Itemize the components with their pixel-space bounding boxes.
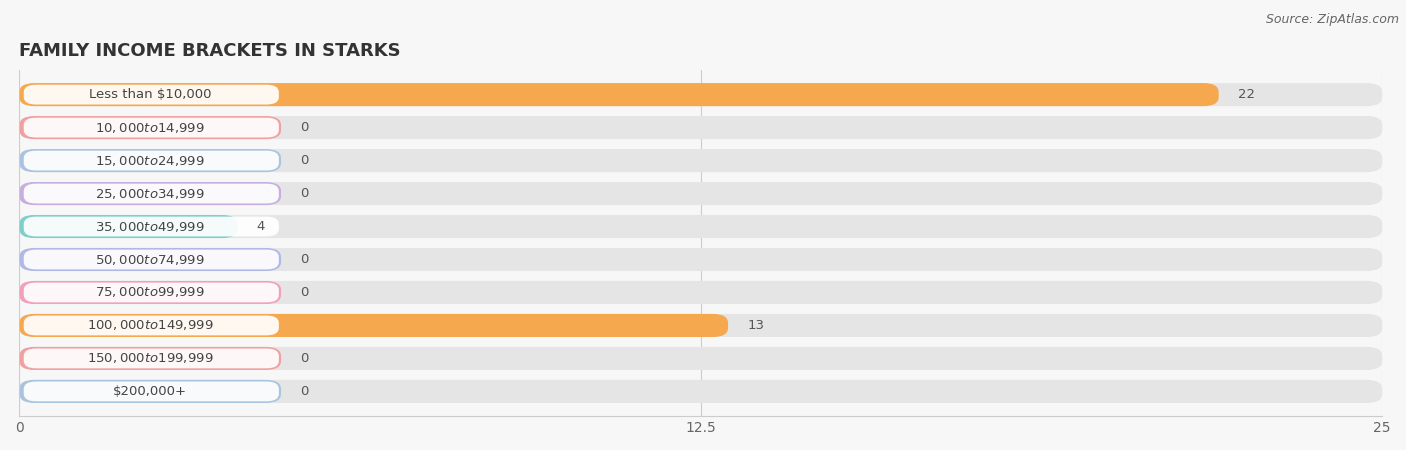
FancyBboxPatch shape <box>20 215 1382 238</box>
Text: $150,000 to $199,999: $150,000 to $199,999 <box>87 351 214 365</box>
Text: 4: 4 <box>256 220 264 233</box>
FancyBboxPatch shape <box>20 83 1219 106</box>
FancyBboxPatch shape <box>24 184 278 203</box>
FancyBboxPatch shape <box>20 281 1382 304</box>
Text: $10,000 to $14,999: $10,000 to $14,999 <box>96 121 205 135</box>
FancyBboxPatch shape <box>24 315 278 335</box>
Text: 0: 0 <box>299 352 308 365</box>
FancyBboxPatch shape <box>20 182 1382 205</box>
FancyBboxPatch shape <box>20 380 281 403</box>
Text: $200,000+: $200,000+ <box>114 385 187 398</box>
Text: FAMILY INCOME BRACKETS IN STARKS: FAMILY INCOME BRACKETS IN STARKS <box>20 42 401 60</box>
Text: 0: 0 <box>299 286 308 299</box>
FancyBboxPatch shape <box>24 382 278 401</box>
Text: 13: 13 <box>747 319 763 332</box>
Text: 0: 0 <box>299 154 308 167</box>
FancyBboxPatch shape <box>24 216 278 236</box>
Text: $75,000 to $99,999: $75,000 to $99,999 <box>96 285 205 300</box>
Text: $50,000 to $74,999: $50,000 to $74,999 <box>96 252 205 266</box>
Text: 0: 0 <box>299 121 308 134</box>
Text: 0: 0 <box>299 385 308 398</box>
FancyBboxPatch shape <box>20 347 1382 370</box>
Text: 22: 22 <box>1237 88 1254 101</box>
FancyBboxPatch shape <box>20 149 1382 172</box>
Text: Less than $10,000: Less than $10,000 <box>89 88 211 101</box>
FancyBboxPatch shape <box>24 349 278 368</box>
FancyBboxPatch shape <box>20 182 281 205</box>
Text: $25,000 to $34,999: $25,000 to $34,999 <box>96 187 205 201</box>
FancyBboxPatch shape <box>24 283 278 302</box>
FancyBboxPatch shape <box>24 151 278 171</box>
Text: Source: ZipAtlas.com: Source: ZipAtlas.com <box>1265 14 1399 27</box>
FancyBboxPatch shape <box>24 85 278 104</box>
FancyBboxPatch shape <box>20 314 728 337</box>
FancyBboxPatch shape <box>20 347 281 370</box>
FancyBboxPatch shape <box>20 116 1382 139</box>
FancyBboxPatch shape <box>20 83 1382 106</box>
FancyBboxPatch shape <box>20 380 1382 403</box>
Text: $100,000 to $149,999: $100,000 to $149,999 <box>87 319 214 333</box>
FancyBboxPatch shape <box>24 118 278 138</box>
FancyBboxPatch shape <box>24 250 278 270</box>
Text: 0: 0 <box>299 187 308 200</box>
Text: 0: 0 <box>299 253 308 266</box>
FancyBboxPatch shape <box>20 248 1382 271</box>
FancyBboxPatch shape <box>20 215 238 238</box>
FancyBboxPatch shape <box>20 248 281 271</box>
Text: $15,000 to $24,999: $15,000 to $24,999 <box>96 153 205 167</box>
FancyBboxPatch shape <box>20 116 281 139</box>
FancyBboxPatch shape <box>20 149 281 172</box>
FancyBboxPatch shape <box>20 281 281 304</box>
FancyBboxPatch shape <box>20 314 1382 337</box>
Text: $35,000 to $49,999: $35,000 to $49,999 <box>96 220 205 234</box>
